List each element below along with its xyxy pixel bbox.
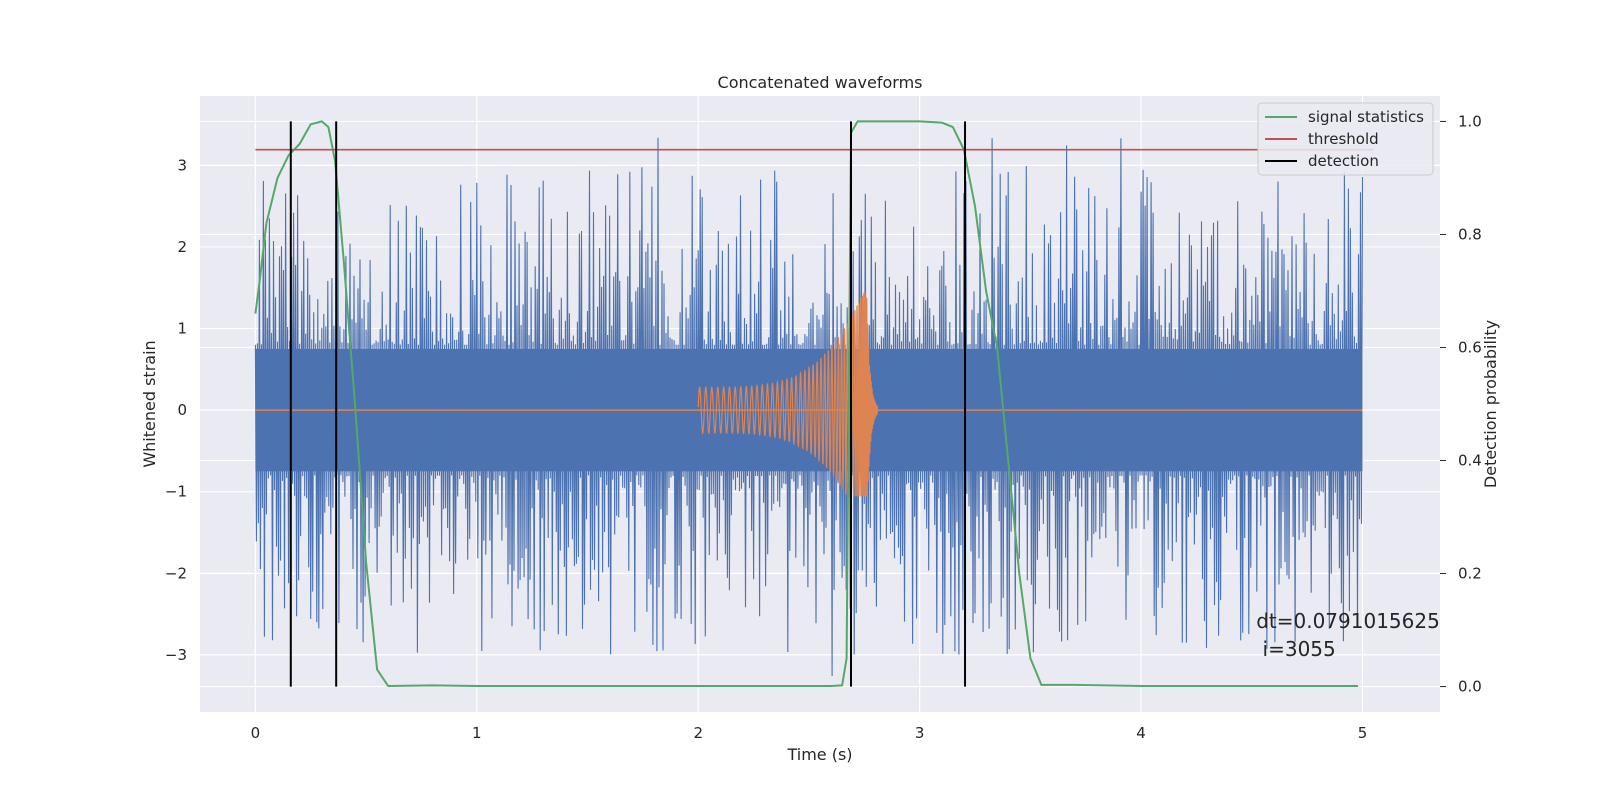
x-tick-label: 1 <box>472 724 482 742</box>
x-tick-label: 2 <box>693 724 703 742</box>
x-tick-label: 5 <box>1358 724 1368 742</box>
y2-tick-label: 0.0 <box>1458 678 1482 696</box>
y-tick-label: −1 <box>165 483 187 501</box>
signal-statistics-line <box>254 120 1359 687</box>
legend-box <box>1257 102 1434 176</box>
y2-tick-label: 0.2 <box>1458 565 1482 583</box>
chirp-waveform-line <box>697 292 879 497</box>
x-tick-labels: 0 1 2 3 4 5 <box>251 724 1368 742</box>
chart-title: Concatenated waveforms <box>718 73 923 92</box>
x-tick-label: 3 <box>915 724 925 742</box>
y-axis-label: Whitened strain <box>140 340 159 467</box>
y-tick-label: −3 <box>165 646 187 664</box>
legend: signal statistics threshold detection <box>1257 102 1434 176</box>
annotation-i: i=3055 <box>1256 637 1336 661</box>
y-tick-label: 3 <box>177 156 187 174</box>
y2-tick-label: 0.4 <box>1458 452 1482 470</box>
y2-tick-label: 0.6 <box>1458 338 1482 356</box>
x-tick-label: 0 <box>251 724 261 742</box>
y-tick-label: 0 <box>177 401 187 419</box>
y-tick-label: −2 <box>165 564 187 582</box>
y2-tick-labels: 0.0 0.2 0.4 0.6 0.8 1.0 <box>1440 112 1482 696</box>
y2-tick-label: 1.0 <box>1458 112 1482 130</box>
y2-axis-label: Detection probability <box>1481 320 1500 488</box>
legend-label-detection: detection <box>1308 152 1379 170</box>
annotation-dt: dt=0.0791015625 <box>1256 609 1440 633</box>
y-tick-label: 1 <box>177 320 187 338</box>
legend-label-threshold: threshold <box>1308 130 1379 148</box>
x-axis-label: Time (s) <box>786 745 852 764</box>
y2-tick-label: 0.8 <box>1458 225 1482 243</box>
x-tick-label: 4 <box>1136 724 1146 742</box>
legend-label-signal-statistics: signal statistics <box>1308 108 1424 126</box>
series-layer <box>254 120 1374 687</box>
y-tick-label: 2 <box>177 238 187 256</box>
y-tick-labels: −3 −2 −1 0 1 2 3 <box>165 156 187 664</box>
